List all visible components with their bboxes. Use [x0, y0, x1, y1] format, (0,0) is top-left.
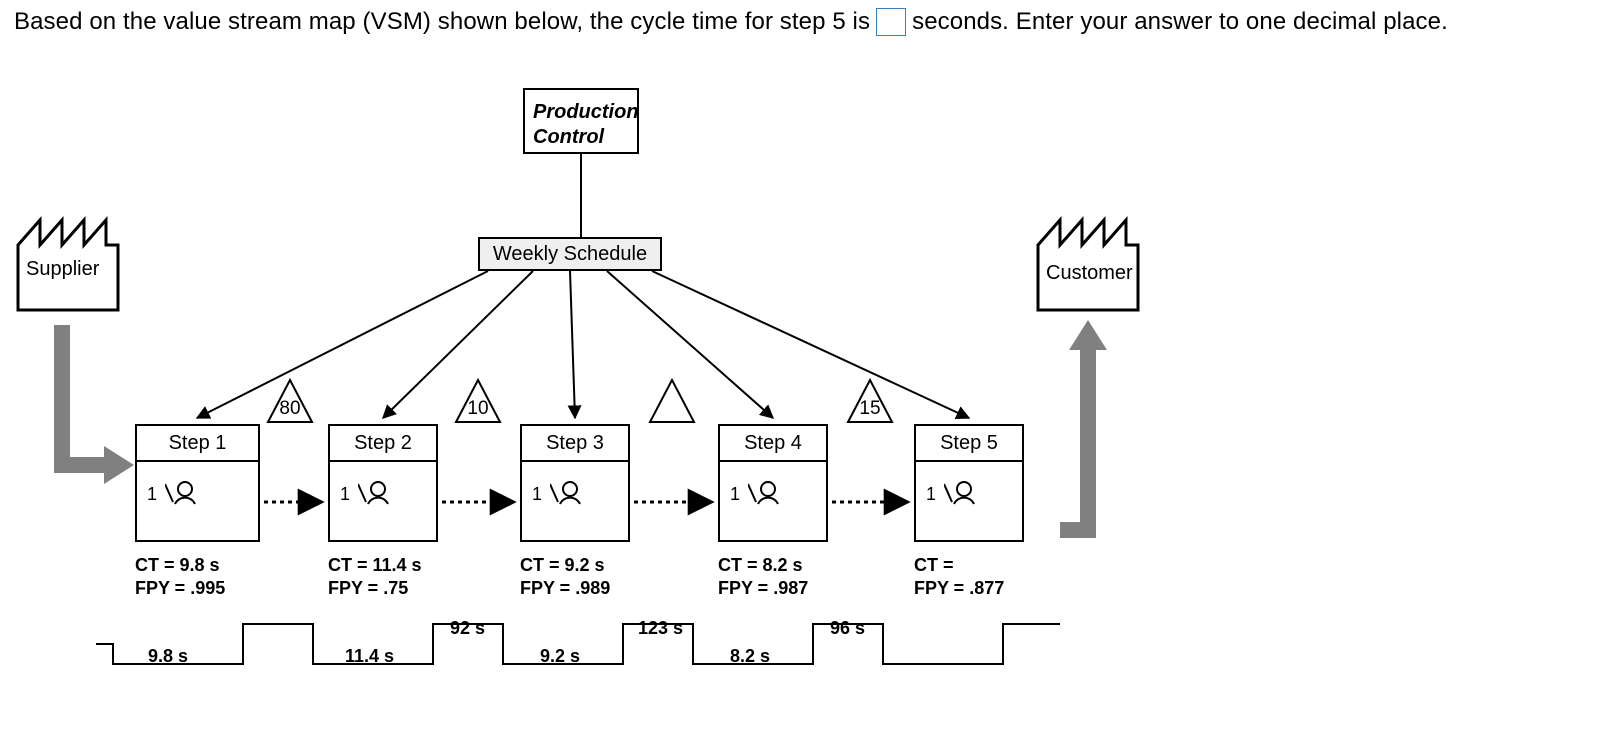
step-operator-box-3: 1 [520, 462, 630, 542]
step-title-5: Step 5 [914, 424, 1024, 462]
timeline-ct-label: 8.2 s [730, 646, 770, 667]
fpy-label: FPY = .995 [135, 577, 225, 600]
ct-label: CT = 11.4 s [328, 554, 422, 577]
timeline-ct-label: 9.2 s [540, 646, 580, 667]
ct-label: CT = 9.2 s [520, 554, 610, 577]
fpy-label: FPY = .987 [718, 577, 808, 600]
production-control-box: Production Control [523, 88, 639, 154]
schedule-arrow [197, 271, 488, 418]
inventory-triangle [650, 380, 694, 422]
step-title-3: Step 3 [520, 424, 630, 462]
ct-label: CT = 8.2 s [718, 554, 808, 577]
operator-icon [944, 480, 988, 508]
supplier-to-step1-arrow [62, 325, 134, 484]
operator-count: 1 [147, 484, 157, 505]
ct-label: CT = [914, 554, 1004, 577]
step-data-3: CT = 9.2 sFPY = .989 [520, 554, 610, 601]
production-control-line1: Production [533, 101, 639, 123]
step-operator-box-4: 1 [718, 462, 828, 542]
timeline-wait-label: 96 s [830, 618, 865, 639]
weekly-schedule-box: Weekly Schedule [478, 237, 662, 271]
step-operator-box-2: 1 [328, 462, 438, 542]
operator-count: 1 [340, 484, 350, 505]
step-operator-box-1: 1 [135, 462, 260, 542]
weekly-fanout-arrows [197, 271, 969, 418]
step-data-1: CT = 9.8 sFPY = .995 [135, 554, 225, 601]
step-title-4: Step 4 [718, 424, 828, 462]
inventory-triangles [268, 380, 892, 422]
operator-icon [550, 480, 594, 508]
operator-count: 1 [926, 484, 936, 505]
step-operator-box-5: 1 [914, 462, 1024, 542]
operator-count: 1 [532, 484, 542, 505]
fpy-label: FPY = .989 [520, 577, 610, 600]
schedule-arrow [607, 271, 773, 418]
operator-count: 1 [730, 484, 740, 505]
vsm-svg [0, 0, 1600, 756]
ct-label: CT = 9.8 s [135, 554, 225, 577]
fpy-label: FPY = .877 [914, 577, 1004, 600]
step-data-4: CT = 8.2 sFPY = .987 [718, 554, 808, 601]
supplier-label: Supplier [26, 258, 99, 281]
timeline-wait-label: 123 s [638, 618, 683, 639]
vsm-page: Based on the value stream map (VSM) show… [0, 0, 1600, 756]
operator-icon [748, 480, 792, 508]
timeline-ct-label: 11.4 s [345, 646, 394, 667]
step5-to-customer-arrow [1060, 320, 1107, 530]
operator-icon [165, 480, 209, 508]
inventory-count: 10 [464, 398, 492, 420]
timeline-wait-label: 92 s [450, 618, 485, 639]
schedule-arrow [652, 271, 969, 418]
operator-icon [358, 480, 402, 508]
step-data-2: CT = 11.4 sFPY = .75 [328, 554, 422, 601]
timeline-ct-label: 9.8 s [148, 646, 188, 667]
step-title-2: Step 2 [328, 424, 438, 462]
step-title-1: Step 1 [135, 424, 260, 462]
step-data-5: CT =FPY = .877 [914, 554, 1004, 601]
inventory-count: 15 [856, 398, 884, 420]
schedule-arrow [383, 271, 533, 418]
customer-label: Customer [1046, 262, 1133, 285]
inventory-count: 80 [276, 398, 304, 420]
fpy-label: FPY = .75 [328, 577, 422, 600]
schedule-arrow [570, 271, 575, 418]
production-control-line2: Control [533, 126, 604, 148]
